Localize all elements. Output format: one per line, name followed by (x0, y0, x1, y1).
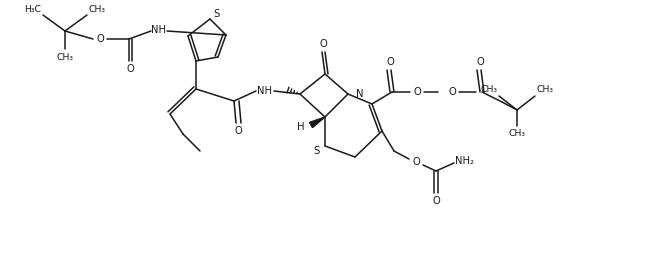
Text: S: S (314, 146, 320, 156)
Text: H: H (297, 122, 305, 132)
Text: CH₃: CH₃ (509, 129, 525, 138)
Text: CH₃: CH₃ (88, 4, 106, 13)
Polygon shape (309, 117, 325, 128)
Text: O: O (319, 39, 327, 49)
Text: O: O (477, 57, 484, 67)
Text: O: O (386, 57, 394, 67)
Text: H₃C: H₃C (25, 4, 41, 13)
Text: CH₃: CH₃ (537, 85, 554, 95)
Text: NH: NH (151, 25, 167, 35)
Text: NH₂: NH₂ (454, 156, 473, 166)
Text: O: O (127, 64, 134, 74)
Text: O: O (96, 34, 104, 44)
Text: CH₃: CH₃ (481, 85, 497, 95)
Text: O: O (432, 196, 440, 206)
Text: NH: NH (258, 86, 272, 96)
Text: O: O (412, 157, 420, 167)
Text: O: O (448, 87, 456, 97)
Text: S: S (213, 9, 219, 19)
Text: CH₃: CH₃ (56, 52, 74, 61)
Text: N: N (356, 89, 363, 99)
Text: O: O (234, 126, 242, 136)
Text: O: O (413, 87, 421, 97)
